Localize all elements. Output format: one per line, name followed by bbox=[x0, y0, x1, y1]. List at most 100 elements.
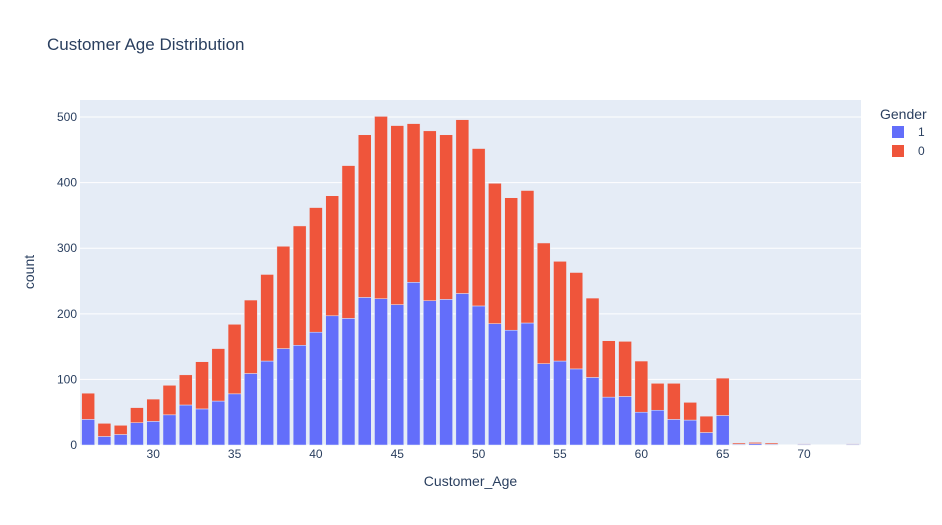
bar-series-1[interactable] bbox=[455, 293, 470, 446]
bar-series-0[interactable] bbox=[797, 443, 811, 445]
bar-series-1[interactable] bbox=[504, 329, 518, 446]
bar-series-1[interactable] bbox=[634, 411, 649, 446]
bar-series-1[interactable] bbox=[699, 432, 714, 446]
bar-series-0[interactable] bbox=[325, 195, 339, 317]
bar-series-1[interactable] bbox=[211, 400, 226, 446]
bar-series-0[interactable] bbox=[244, 299, 258, 374]
legend-swatch[interactable] bbox=[892, 126, 904, 138]
bar-series-1[interactable] bbox=[146, 421, 160, 446]
bar-series-0[interactable] bbox=[520, 190, 535, 324]
bar-series-0[interactable] bbox=[227, 324, 242, 395]
y-tick-label: 300 bbox=[57, 241, 77, 255]
x-axis-ticks: 30 35 40 45 50 55 60 65 70 bbox=[147, 447, 812, 461]
bar-series-0[interactable] bbox=[81, 392, 95, 420]
legend-label[interactable]: 1 bbox=[918, 125, 925, 139]
bar-series-1[interactable] bbox=[520, 322, 535, 446]
legend-title: Gender bbox=[880, 106, 927, 122]
bar-series-0[interactable] bbox=[748, 442, 762, 444]
bar-series-1[interactable] bbox=[553, 360, 567, 446]
bar-series-1[interactable] bbox=[341, 318, 356, 446]
bar-series-0[interactable] bbox=[650, 383, 665, 411]
bar-series-1[interactable] bbox=[81, 419, 95, 446]
bar-series-1[interactable] bbox=[162, 414, 177, 446]
bar-series-0[interactable] bbox=[292, 225, 307, 346]
bar-series-1[interactable] bbox=[585, 377, 600, 446]
x-tick-label: 50 bbox=[472, 447, 486, 461]
bar-series-0[interactable] bbox=[488, 183, 502, 324]
bar-series-1[interactable] bbox=[325, 315, 339, 446]
bar-series-0[interactable] bbox=[423, 130, 437, 301]
bar-series-0[interactable] bbox=[764, 442, 779, 445]
bar-series-0[interactable] bbox=[667, 383, 681, 420]
bar-series-0[interactable] bbox=[683, 402, 697, 421]
bar-series-0[interactable] bbox=[585, 297, 600, 378]
bar-series-0[interactable] bbox=[536, 242, 551, 364]
legend-swatch[interactable] bbox=[892, 145, 904, 157]
bar-series-1[interactable] bbox=[195, 408, 209, 446]
bar-series-0[interactable] bbox=[439, 134, 453, 300]
bar-series-1[interactable] bbox=[374, 298, 388, 446]
bar-series-0[interactable] bbox=[553, 261, 567, 362]
bar-series-0[interactable] bbox=[569, 272, 584, 370]
bar-series-1[interactable] bbox=[536, 363, 551, 446]
bar-series-1[interactable] bbox=[390, 304, 405, 446]
x-tick-label: 55 bbox=[553, 447, 567, 461]
bar-series-0[interactable] bbox=[276, 246, 291, 349]
bar-series-1[interactable] bbox=[667, 419, 681, 446]
bar-series-1[interactable] bbox=[292, 345, 307, 446]
x-tick-label: 60 bbox=[635, 447, 649, 461]
y-tick-label: 500 bbox=[57, 110, 77, 124]
bar-series-1[interactable] bbox=[179, 404, 193, 446]
bar-series-1[interactable] bbox=[602, 396, 616, 446]
bar-series-1[interactable] bbox=[618, 396, 632, 446]
bar-series-1[interactable] bbox=[406, 282, 421, 446]
bar-series-0[interactable] bbox=[162, 385, 177, 416]
bar-series-0[interactable] bbox=[715, 377, 730, 416]
bar-series-0[interactable] bbox=[179, 374, 193, 406]
bar-series-1[interactable] bbox=[357, 297, 372, 446]
bar-series-1[interactable] bbox=[244, 373, 258, 446]
legend[interactable]: Gender 1 0 bbox=[880, 106, 927, 158]
bar-series-1[interactable] bbox=[715, 415, 730, 446]
bar-series-0[interactable] bbox=[374, 116, 388, 299]
bar-series-0[interactable] bbox=[455, 119, 470, 294]
bar-series-1[interactable] bbox=[569, 368, 584, 446]
bar-series-0[interactable] bbox=[357, 134, 372, 298]
bar-series-0[interactable] bbox=[146, 398, 160, 422]
bar-series-1[interactable] bbox=[439, 299, 453, 446]
bar-series-0[interactable] bbox=[309, 207, 323, 333]
bar-series-0[interactable] bbox=[699, 415, 714, 433]
bar-series-0[interactable] bbox=[406, 123, 421, 283]
bar-series-1[interactable] bbox=[227, 393, 242, 446]
bar-series-0[interactable] bbox=[602, 340, 616, 398]
bar-series-0[interactable] bbox=[195, 361, 209, 410]
bar-series-1[interactable] bbox=[650, 409, 665, 446]
bar-series-1[interactable] bbox=[309, 331, 323, 446]
bar-series-0[interactable] bbox=[471, 148, 486, 307]
bar-series-0[interactable] bbox=[634, 360, 649, 413]
bar-series-0[interactable] bbox=[97, 423, 112, 437]
bar-series-1[interactable] bbox=[113, 434, 128, 446]
bar-series-1[interactable] bbox=[488, 323, 502, 446]
x-tick-label: 35 bbox=[228, 447, 242, 461]
bar-series-0[interactable] bbox=[341, 165, 356, 319]
bar-series-1[interactable] bbox=[471, 305, 486, 446]
bar-series-0[interactable] bbox=[113, 425, 128, 435]
bar-series-1[interactable] bbox=[97, 436, 112, 446]
bar-series-0[interactable] bbox=[504, 197, 518, 331]
bar-series-0[interactable] bbox=[260, 274, 274, 362]
bar-series-0[interactable] bbox=[618, 341, 632, 397]
legend-label[interactable]: 0 bbox=[918, 144, 925, 158]
bar-series-1[interactable] bbox=[683, 419, 697, 446]
bar-series-0[interactable] bbox=[732, 442, 746, 445]
bar-series-0[interactable] bbox=[390, 125, 405, 305]
bar-series-1[interactable] bbox=[276, 348, 291, 446]
bar-series-0[interactable] bbox=[130, 407, 144, 423]
bar-series-1[interactable] bbox=[260, 360, 274, 446]
bar-series-0[interactable] bbox=[846, 443, 860, 445]
bar-series-1[interactable] bbox=[130, 422, 144, 446]
bar-series-0[interactable] bbox=[211, 348, 226, 402]
bar-series-1[interactable] bbox=[423, 300, 437, 446]
y-tick-label: 400 bbox=[57, 176, 77, 190]
